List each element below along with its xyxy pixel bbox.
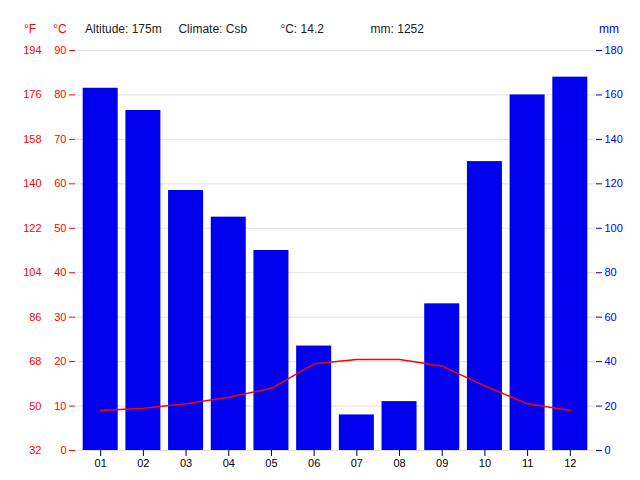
svg-text:10: 10 — [54, 400, 66, 412]
svg-text:04: 04 — [223, 457, 235, 469]
svg-text:0: 0 — [605, 444, 611, 456]
svg-text:12: 12 — [564, 457, 576, 469]
svg-text:10: 10 — [479, 457, 491, 469]
svg-text:160: 160 — [605, 88, 623, 100]
svg-text:140: 140 — [23, 177, 41, 189]
html-text:°C: °C — [53, 22, 67, 36]
svg-text:50: 50 — [29, 400, 41, 412]
svg-text:32: 32 — [29, 444, 41, 456]
svg-text:01: 01 — [95, 457, 107, 469]
svg-text:03: 03 — [180, 457, 192, 469]
svg-text:90: 90 — [54, 44, 66, 56]
svg-text:50: 50 — [54, 222, 66, 234]
svg-text:40: 40 — [54, 266, 66, 278]
svg-text:20: 20 — [54, 355, 66, 367]
svg-text:60: 60 — [54, 177, 66, 189]
svg-text:68: 68 — [29, 355, 41, 367]
svg-text:0: 0 — [60, 444, 66, 456]
svg-text:05: 05 — [265, 457, 277, 469]
svg-text:104: 104 — [23, 266, 41, 278]
svg-text:140: 140 — [605, 133, 623, 145]
svg-text:07: 07 — [351, 457, 363, 469]
html-text:mm: mm — [599, 22, 619, 36]
svg-text:11: 11 — [522, 457, 533, 469]
svg-text:09: 09 — [436, 457, 448, 469]
html-text:°F: °F — [23, 22, 37, 36]
svg-text:80: 80 — [605, 266, 617, 278]
svg-text:176: 176 — [23, 88, 41, 100]
svg-text:60: 60 — [605, 311, 617, 323]
svg-text:02: 02 — [137, 457, 149, 469]
svg-text:08: 08 — [393, 457, 405, 469]
svg-text:40: 40 — [605, 355, 617, 367]
svg-text:06: 06 — [308, 457, 320, 469]
svg-text:122: 122 — [23, 222, 41, 234]
svg-text:86: 86 — [29, 311, 41, 323]
html-text:Altitude: 175m Climate: Csb °C: Altitude: 175m Climate: Csb °C: 14.2 mm:… — [85, 22, 424, 36]
svg-text:70: 70 — [54, 133, 66, 145]
svg-text:194: 194 — [23, 44, 41, 56]
svg-text:80: 80 — [54, 88, 66, 100]
svg-text:100: 100 — [605, 222, 623, 234]
svg-text:20: 20 — [605, 400, 617, 412]
svg-text:30: 30 — [54, 311, 66, 323]
svg-text:180: 180 — [605, 44, 623, 56]
svg-text:158: 158 — [23, 133, 41, 145]
svg-text:120: 120 — [605, 177, 623, 189]
